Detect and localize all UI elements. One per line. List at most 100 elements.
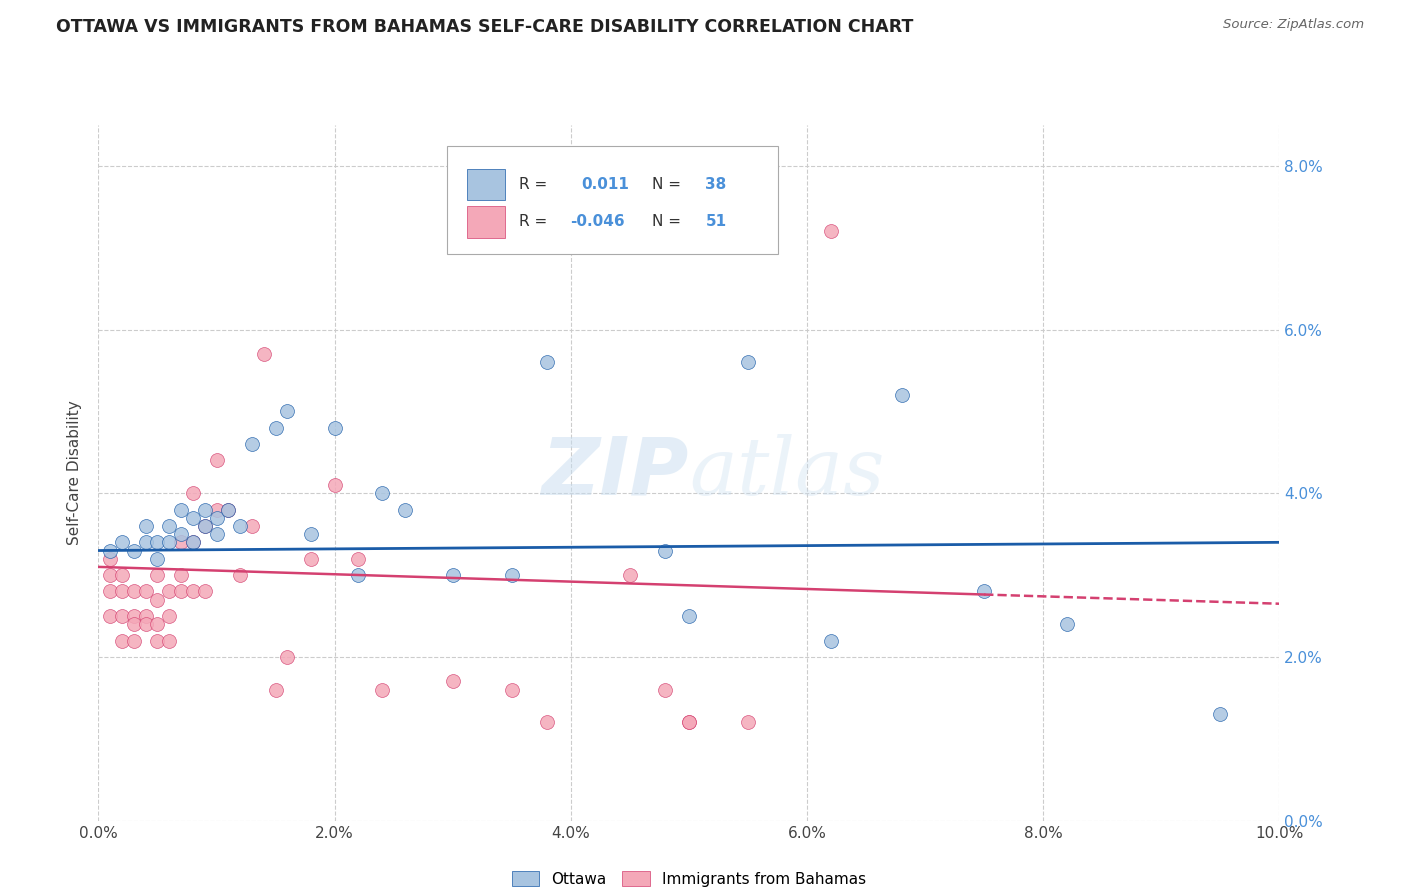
Point	[170, 568, 193, 582]
Point	[264, 421, 287, 435]
Point	[536, 355, 558, 369]
Point	[205, 510, 228, 524]
Point	[323, 421, 346, 435]
Point	[229, 519, 252, 533]
Point	[371, 486, 394, 500]
Point	[181, 486, 204, 500]
Point	[299, 527, 322, 541]
Point	[205, 527, 228, 541]
Point	[276, 404, 298, 418]
Text: 38: 38	[706, 177, 727, 192]
Point	[371, 682, 394, 697]
Point	[299, 551, 322, 566]
Point	[157, 633, 180, 648]
Point	[654, 682, 676, 697]
Point	[135, 617, 157, 632]
Point	[170, 527, 193, 541]
Point	[217, 502, 239, 516]
Point	[205, 502, 228, 516]
Point	[820, 633, 842, 648]
Point	[973, 584, 995, 599]
Point	[737, 715, 759, 730]
Point	[678, 715, 700, 730]
Point	[276, 649, 298, 664]
Point	[441, 674, 464, 689]
Point	[135, 519, 157, 533]
Point	[441, 568, 464, 582]
FancyBboxPatch shape	[447, 145, 778, 253]
Point	[194, 519, 217, 533]
Point	[98, 568, 121, 582]
Text: -0.046: -0.046	[569, 214, 624, 229]
Text: N =: N =	[652, 214, 682, 229]
Point	[181, 535, 204, 549]
Text: ZIP: ZIP	[541, 434, 689, 512]
Point	[181, 510, 204, 524]
Point	[146, 535, 169, 549]
Point	[111, 609, 134, 624]
Point	[111, 584, 134, 599]
Point	[170, 584, 193, 599]
Point	[122, 584, 145, 599]
Point	[654, 543, 676, 558]
Point	[170, 535, 193, 549]
Point	[157, 535, 180, 549]
Point	[135, 584, 157, 599]
Point	[501, 568, 523, 582]
Text: OTTAWA VS IMMIGRANTS FROM BAHAMAS SELF-CARE DISABILITY CORRELATION CHART: OTTAWA VS IMMIGRANTS FROM BAHAMAS SELF-C…	[56, 18, 914, 36]
Point	[678, 609, 700, 624]
Text: N =: N =	[652, 177, 682, 192]
Y-axis label: Self-Care Disability: Self-Care Disability	[67, 401, 83, 545]
Point	[157, 609, 180, 624]
Point	[135, 609, 157, 624]
Point	[347, 568, 370, 582]
Point	[157, 584, 180, 599]
Point	[229, 568, 252, 582]
Point	[1056, 617, 1078, 632]
Text: R =: R =	[519, 177, 547, 192]
Point	[98, 609, 121, 624]
Point	[394, 502, 416, 516]
Text: atlas: atlas	[689, 434, 884, 511]
Point	[146, 617, 169, 632]
Point	[1209, 707, 1232, 722]
FancyBboxPatch shape	[467, 206, 505, 237]
Point	[111, 535, 134, 549]
Point	[536, 715, 558, 730]
Point	[135, 535, 157, 549]
Point	[122, 633, 145, 648]
Point	[217, 502, 239, 516]
Point	[240, 437, 263, 451]
Point	[98, 543, 121, 558]
Point	[181, 584, 204, 599]
Text: 0.011: 0.011	[582, 177, 630, 192]
Point	[157, 519, 180, 533]
Point	[678, 715, 700, 730]
Point	[170, 502, 193, 516]
Point	[820, 224, 842, 238]
Point	[98, 584, 121, 599]
Text: Source: ZipAtlas.com: Source: ZipAtlas.com	[1223, 18, 1364, 31]
Point	[737, 355, 759, 369]
Text: R =: R =	[519, 214, 547, 229]
Point	[111, 633, 134, 648]
Point	[122, 609, 145, 624]
Point	[501, 682, 523, 697]
Point	[146, 551, 169, 566]
Point	[264, 682, 287, 697]
Point	[98, 551, 121, 566]
Point	[194, 519, 217, 533]
Point	[122, 617, 145, 632]
Point	[253, 347, 276, 361]
Point	[347, 551, 370, 566]
Point	[146, 592, 169, 607]
Point	[890, 388, 912, 402]
Legend: Ottawa, Immigrants from Bahamas: Ottawa, Immigrants from Bahamas	[506, 865, 872, 892]
Point	[111, 568, 134, 582]
Point	[146, 633, 169, 648]
Point	[181, 535, 204, 549]
Point	[194, 502, 217, 516]
Point	[194, 584, 217, 599]
Point	[240, 519, 263, 533]
Point	[146, 568, 169, 582]
